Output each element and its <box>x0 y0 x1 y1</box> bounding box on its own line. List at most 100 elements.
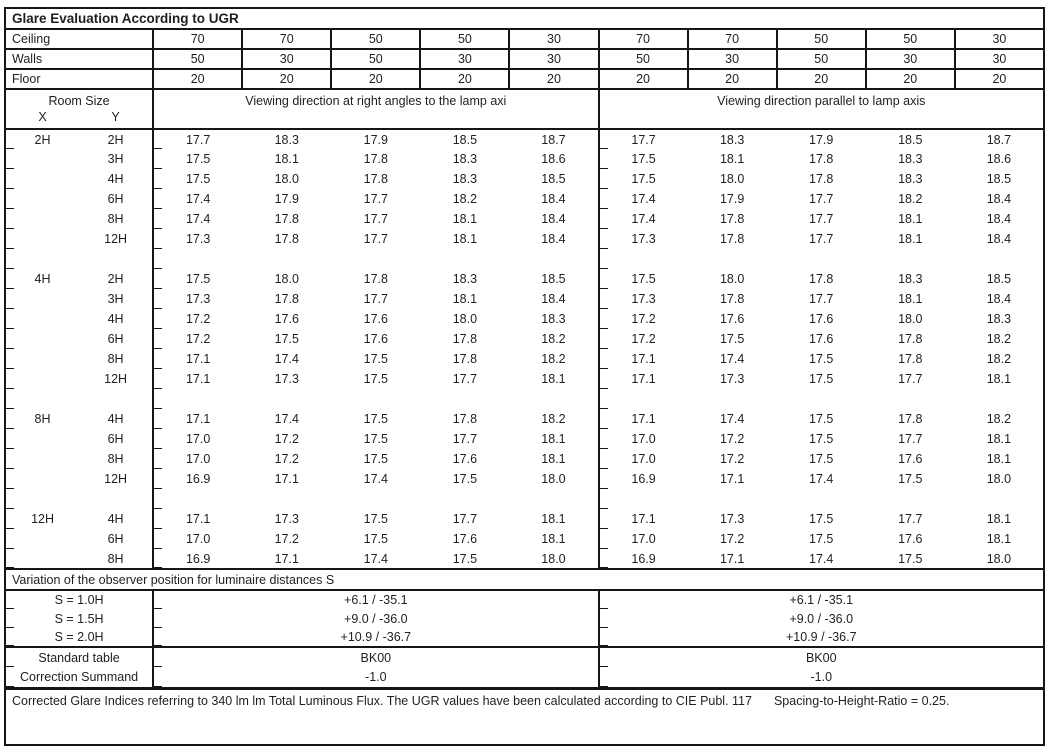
footer-note: Corrected Glare Indices referring to 340… <box>5 686 1044 745</box>
ugr-value: 18.3 <box>541 312 566 326</box>
room-x-value <box>5 349 79 369</box>
ugr-value: 17.6 <box>809 312 834 326</box>
room-x-value <box>5 209 79 229</box>
ugr-value: 18.3 <box>898 272 923 286</box>
room-x-value <box>5 369 79 389</box>
s-variation-right: +10.9 / -36.7 <box>597 628 1044 647</box>
ugr-value: 17.4 <box>719 352 745 366</box>
surface-value: 70 <box>686 28 778 50</box>
surface-value: 20 <box>152 68 244 90</box>
ugr-value: 17.1 <box>152 369 243 389</box>
correction-summand-left-value: -1.0 <box>152 667 599 688</box>
standard-table-left-value: BK00 <box>152 646 599 667</box>
surface-value: 30 <box>686 48 778 70</box>
ugr-value: 18.5 <box>541 172 566 186</box>
ugr-value: 17.7 <box>809 212 834 226</box>
ugr-value: 18.5 <box>541 272 566 286</box>
room-y-value: 12H <box>104 232 128 246</box>
room-x-value <box>5 549 79 569</box>
ugr-value: 17.8 <box>809 152 834 166</box>
ugr-value: 17.6 <box>452 532 478 546</box>
ugr-value: 17.2 <box>719 452 745 466</box>
viewing-direction-right-header: Viewing direction parallel to lamp axis <box>598 89 1044 130</box>
ugr-row: 8H 17.1 17.4 17.5 17.8 18.2 17.1 17.4 17… <box>5 349 1044 369</box>
ugr-value: 18.6 <box>541 152 566 166</box>
ugr-value: 17.0 <box>597 429 688 449</box>
ugr-value: 17.2 <box>719 432 745 446</box>
ugr-value: 18.2 <box>541 332 566 346</box>
ugr-value: 17.6 <box>898 452 923 466</box>
ugr-value: 16.9 <box>152 549 243 569</box>
room-size-title: Room Size <box>48 94 110 108</box>
ugr-row: 2H 2H 17.7 18.3 17.9 18.5 18.7 17.7 18.3… <box>5 129 1044 149</box>
ugr-value: 17.4 <box>274 412 299 426</box>
ugr-value: 17.8 <box>452 332 478 346</box>
surface-value: 70 <box>152 28 244 50</box>
ugr-value: 17.1 <box>274 472 299 486</box>
s-variation-left: +9.0 / -36.0 <box>152 609 599 628</box>
ugr-matrix-rows: 2H 2H 17.7 18.3 17.9 18.5 18.7 17.7 18.3… <box>5 129 1044 569</box>
ugr-value: 17.8 <box>363 172 388 186</box>
ugr-value: 18.1 <box>541 512 566 526</box>
surface-value: 70 <box>597 28 689 50</box>
ugr-value: 17.4 <box>274 352 299 366</box>
room-y-value: 4H <box>107 312 124 326</box>
room-size-header: Room Size X Y <box>5 89 155 130</box>
ugr-row <box>5 389 1044 409</box>
ugr-value: 17.8 <box>719 292 745 306</box>
ugr-value: 17.6 <box>274 312 299 326</box>
surface-row: Ceiling 70 70 50 50 30 70 70 50 50 30 <box>3 28 1046 50</box>
ugr-value: 18.2 <box>541 352 566 366</box>
ugr-value: 17.4 <box>597 189 688 209</box>
ugr-row <box>5 249 1044 269</box>
surface-row-label: Ceiling <box>3 28 155 50</box>
ugr-value: 18.1 <box>986 512 1012 526</box>
s-distance-row: S = 1.0H +6.1 / -35.1 +6.1 / -35.1 <box>5 590 1044 609</box>
ugr-value: 17.8 <box>719 212 745 226</box>
ugr-value: 17.5 <box>597 269 688 289</box>
surface-value: 20 <box>775 68 867 90</box>
room-y-value: 6H <box>107 332 124 346</box>
page-title: Glare Evaluation According to UGR <box>5 8 1044 30</box>
ugr-value: 17.9 <box>274 192 299 206</box>
room-x-value: 8H <box>5 409 79 429</box>
ugr-value: 17.7 <box>152 129 243 149</box>
surface-value: 20 <box>597 68 689 90</box>
ugr-value <box>688 389 777 409</box>
surface-value: 20 <box>953 68 1046 90</box>
surface-value: 20 <box>508 68 600 90</box>
variation-title-row: Variation of the observer position for l… <box>5 568 1044 591</box>
ugr-value: 17.7 <box>809 192 834 206</box>
ugr-value: 18.7 <box>986 132 1012 147</box>
correction-summand-label: Correction Summand <box>5 667 153 688</box>
viewing-direction-left-header: Viewing direction at right angles to the… <box>153 89 600 130</box>
ugr-value <box>242 389 331 409</box>
ugr-value: 17.9 <box>363 132 388 147</box>
ugr-value: 17.4 <box>363 551 388 566</box>
ugr-value: 17.5 <box>809 432 834 446</box>
ugr-value: 17.5 <box>152 169 243 189</box>
ugr-row: 8H 17.0 17.2 17.5 17.6 18.1 17.0 17.2 17… <box>5 449 1044 469</box>
surface-value: 50 <box>775 28 867 50</box>
room-y-value: 8H <box>107 352 124 366</box>
room-x-value: 2H <box>5 129 79 149</box>
ugr-value: 17.7 <box>898 512 923 526</box>
ugr-value: 18.1 <box>274 152 299 166</box>
ugr-value <box>509 249 598 269</box>
ugr-value: 17.1 <box>597 409 688 429</box>
ugr-value: 17.7 <box>363 192 388 206</box>
footer-text: Corrected Glare Indices referring to 340… <box>12 693 752 708</box>
ugr-value: 17.3 <box>274 512 299 526</box>
ugr-value <box>597 389 688 409</box>
ugr-value: 17.8 <box>452 352 478 366</box>
ugr-row: 3H 17.5 18.1 17.8 18.3 18.6 17.5 18.1 17… <box>5 149 1044 169</box>
ugr-value: 18.2 <box>986 332 1012 346</box>
ugr-value <box>420 249 509 269</box>
ugr-value: 17.5 <box>898 551 923 566</box>
ugr-value: 17.5 <box>809 412 834 426</box>
room-y-value <box>79 389 153 409</box>
ugr-value: 17.4 <box>809 551 834 566</box>
correction-summand-row: Correction Summand -1.0 -1.0 <box>5 667 1044 688</box>
room-x-value <box>5 489 79 509</box>
s-distance-label: S = 1.0H <box>5 590 153 609</box>
